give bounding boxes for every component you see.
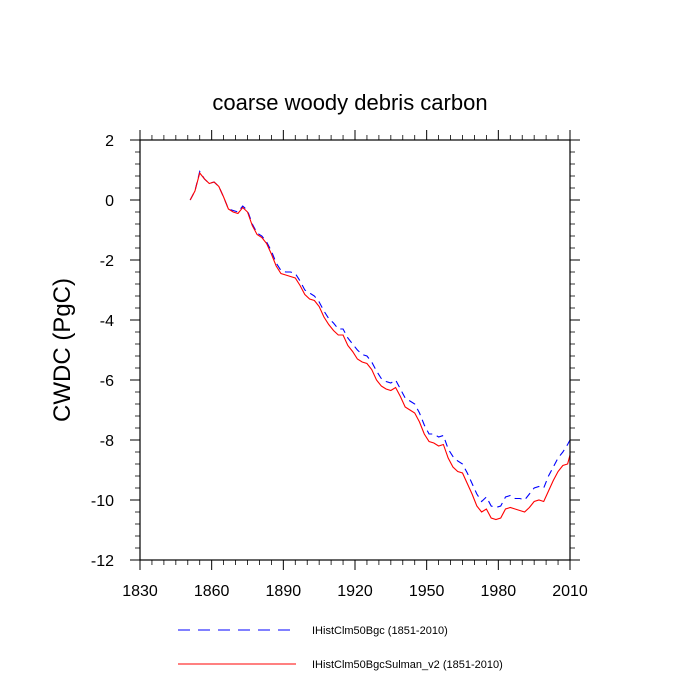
x-tick-label: 1890 (266, 583, 302, 600)
series-line-2 (189, 171, 571, 521)
major-ticks (130, 130, 580, 570)
y-tick-label: -8 (100, 433, 114, 450)
x-tick-label: 2010 (552, 583, 588, 600)
y-tick-label: -2 (100, 253, 114, 270)
minor-ticks (135, 135, 575, 565)
y-tick-label: 0 (105, 193, 114, 210)
legend-label-series-2: IHistClm50BgcSulman_v2 (1851-2010) (312, 659, 503, 671)
y-tick-label: -6 (100, 373, 114, 390)
x-tick-labels: 1830 1860 1890 1920 1950 1980 2010 (122, 583, 588, 600)
y-tick-labels: -12 -10 -8 -6 -4 -2 0 2 (91, 133, 114, 570)
legend: IHistClm50Bgc (1851-2010) IHistClm50BgcS… (178, 625, 503, 671)
x-tick-label: 1950 (409, 583, 445, 600)
y-tick-label: 2 (105, 133, 114, 150)
x-tick-label: 1860 (194, 583, 230, 600)
y-tick-label: -10 (91, 493, 114, 510)
plot-frame (139, 139, 571, 561)
chart-title: coarse woody debris carbon (212, 90, 487, 115)
y-axis-label: CWDC (PgC) (49, 278, 76, 422)
x-tick-label: 1920 (337, 583, 373, 600)
legend-label-series-1: IHistClm50Bgc (1851-2010) (312, 625, 448, 637)
x-tick-label: 1830 (122, 583, 158, 600)
y-tick-label: -4 (100, 313, 114, 330)
series-line-1 (189, 170, 571, 509)
y-tick-label: -12 (91, 553, 114, 570)
series-layer (189, 170, 571, 521)
x-tick-label: 1980 (481, 583, 517, 600)
